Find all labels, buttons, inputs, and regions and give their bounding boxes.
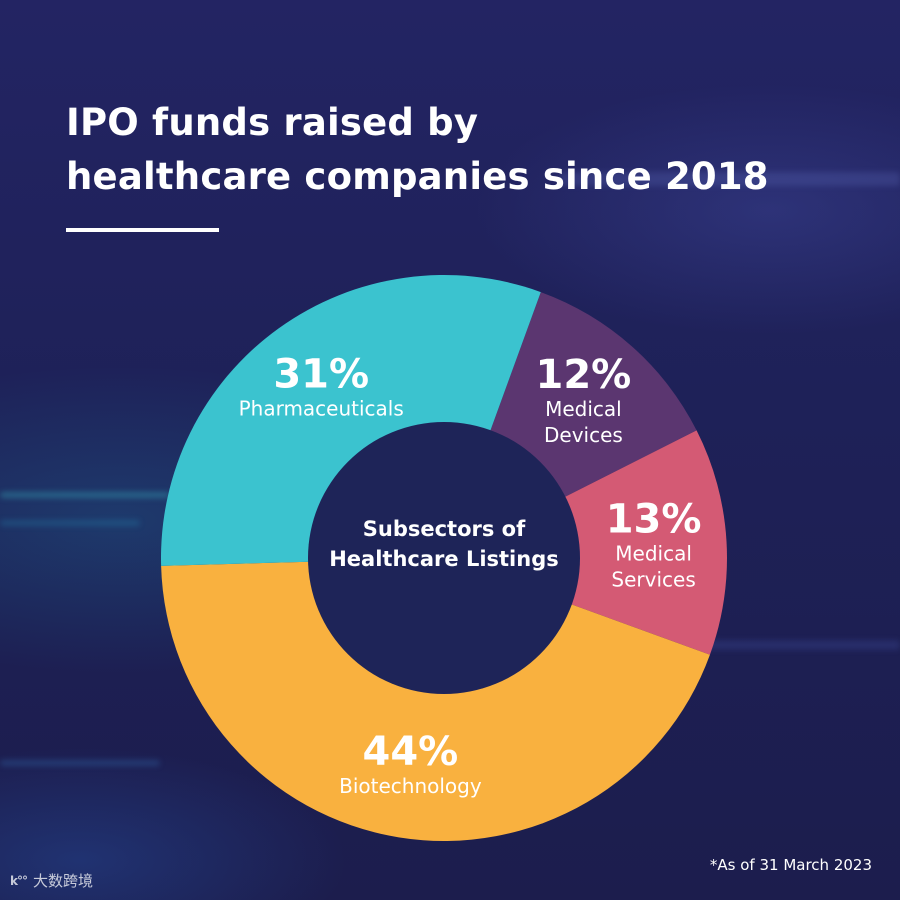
light-streak	[560, 172, 900, 186]
slice-biotechnology	[161, 558, 710, 841]
slice-label-biotechnology: Biotechnology	[339, 774, 482, 798]
slice-label-medical-services: Medical	[615, 541, 692, 565]
donut-center-label: Subsectors of Healthcare Listings	[329, 517, 559, 571]
watermark-text: 大数跨境	[32, 872, 93, 890]
footnote: *As of 31 March 2023	[709, 856, 872, 874]
slice-value-biotechnology: 44%	[363, 729, 459, 775]
donut-center	[308, 422, 580, 694]
light-streak	[0, 760, 160, 766]
slice-value-medical-services: 13%	[606, 496, 702, 542]
slice-value-pharmaceuticals: 31%	[273, 352, 369, 398]
light-streak	[700, 640, 900, 650]
slice-value-medical-devices: 12%	[536, 352, 632, 398]
chart-title: IPO funds raised by healthcare companies…	[66, 96, 846, 204]
chart-title-line-2: healthcare companies since 2018	[66, 155, 769, 198]
slice-label-medical-services: Services	[611, 567, 695, 591]
watermark-logo: k°°	[10, 873, 28, 888]
light-streak	[0, 492, 170, 498]
watermark: k°° 大数跨境	[10, 870, 93, 891]
center-label-line: Subsectors of	[363, 517, 526, 541]
light-streak	[0, 520, 140, 526]
slice-label-pharmaceuticals: Pharmaceuticals	[239, 397, 404, 421]
slice-label-medical-devices: Devices	[544, 423, 623, 447]
slice-labels: 12%MedicalDevices13%MedicalServices44%Bi…	[239, 352, 702, 799]
chart-title-line-1: IPO funds raised by	[66, 101, 479, 144]
title-underline	[66, 228, 219, 232]
slice-medical-services	[444, 430, 727, 655]
center-label-line: Healthcare Listings	[329, 547, 559, 571]
slice-label-medical-devices: Medical	[545, 397, 622, 421]
